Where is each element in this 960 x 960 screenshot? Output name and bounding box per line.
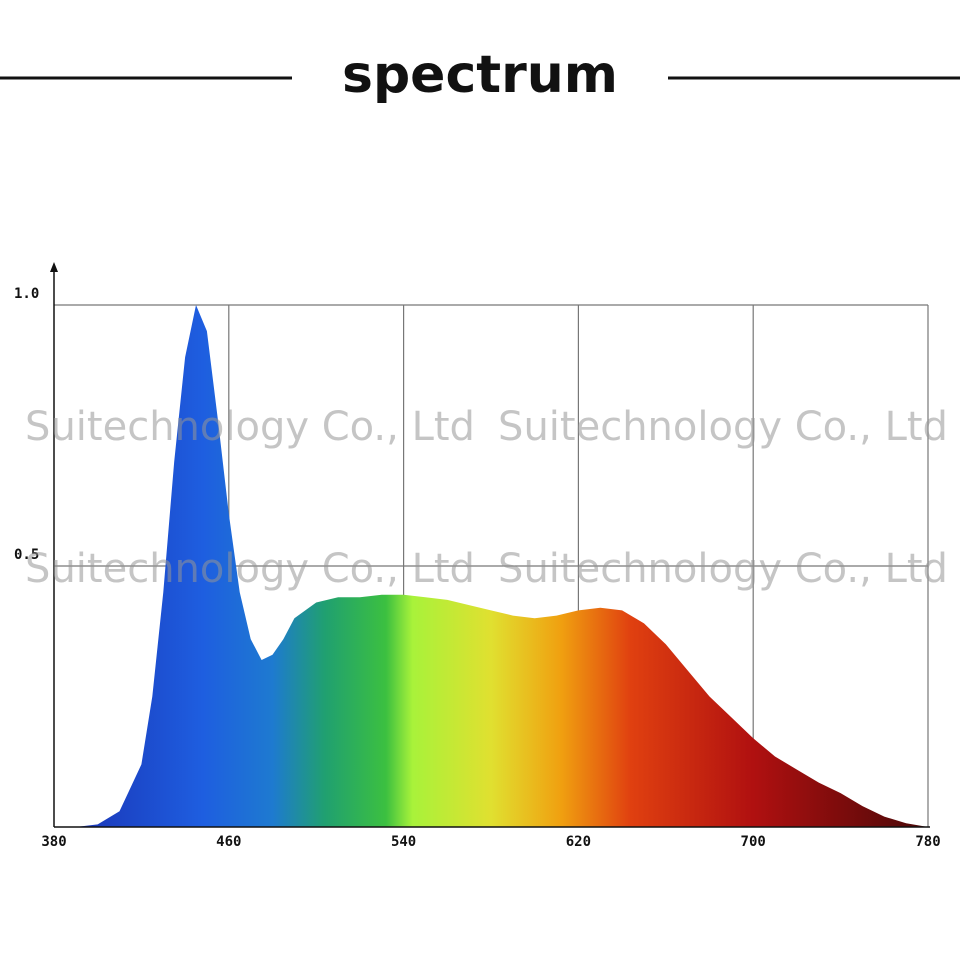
x-tick-label: 700 (741, 834, 766, 850)
x-tick-label: 380 (41, 834, 66, 850)
y-tick-label: 0.5 (14, 547, 39, 563)
x-tick-label: 540 (391, 834, 416, 850)
spectrum-area (54, 305, 928, 827)
watermark: Suitechnology Co., Ltd (498, 546, 948, 592)
x-tick-label: 620 (566, 834, 591, 850)
x-tick-label: 780 (915, 834, 940, 850)
chart-title: spectrum (342, 45, 618, 105)
axis-arrow (50, 262, 58, 272)
watermark: Suitechnology Co., Ltd (25, 546, 475, 592)
watermark: Suitechnology Co., Ltd (498, 404, 948, 450)
watermark: Suitechnology Co., Ltd (25, 404, 475, 450)
x-tick-label: 460 (216, 834, 241, 850)
y-tick-label: 1.0 (14, 286, 39, 302)
